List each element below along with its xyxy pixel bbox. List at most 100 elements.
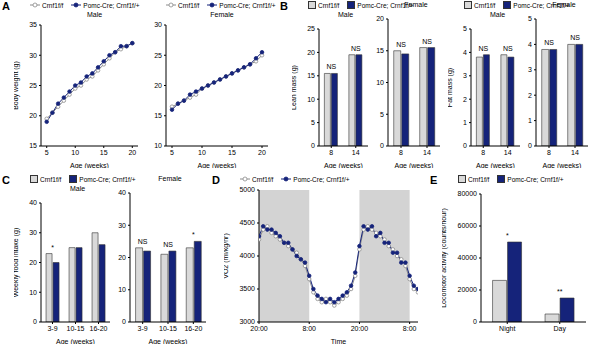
svg-text:80000: 80000 xyxy=(458,190,478,197)
svg-text:10: 10 xyxy=(154,142,162,149)
svg-text:14: 14 xyxy=(571,149,579,156)
svg-text:Time: Time xyxy=(331,338,346,344)
svg-text:8:00: 8:00 xyxy=(403,325,417,332)
svg-text:Night: Night xyxy=(499,325,515,333)
svg-text:NS: NS xyxy=(138,238,148,245)
svg-text:Age (weeks): Age (weeks) xyxy=(56,338,95,344)
svg-text:VO2 (ml/kg/hr): VO2 (ml/kg/hr) xyxy=(224,233,230,279)
svg-text:*: * xyxy=(51,244,54,251)
svg-text:*: * xyxy=(192,231,195,238)
svg-text:25: 25 xyxy=(29,82,37,89)
svg-text:NS: NS xyxy=(351,45,361,52)
svg-text:NS: NS xyxy=(544,39,554,46)
svg-text:0: 0 xyxy=(311,142,315,149)
svg-text:20: 20 xyxy=(307,49,315,56)
svg-text:15: 15 xyxy=(100,149,108,156)
svg-text:20:00: 20:00 xyxy=(351,325,369,332)
svg-text:15: 15 xyxy=(376,47,384,54)
svg-text:20: 20 xyxy=(118,254,126,261)
svg-text:NS: NS xyxy=(570,34,580,41)
svg-text:Lean mass (g): Lean mass (g) xyxy=(292,65,298,110)
svg-text:5: 5 xyxy=(463,25,467,32)
svg-text:*: * xyxy=(506,232,509,239)
svg-text:8:00: 8:00 xyxy=(302,325,316,332)
svg-text:15: 15 xyxy=(228,149,236,156)
svg-text:20: 20 xyxy=(258,149,266,156)
svg-text:5: 5 xyxy=(528,15,532,22)
svg-text:15: 15 xyxy=(29,142,37,149)
svg-text:Age (weeks): Age (weeks) xyxy=(395,162,434,168)
svg-text:8: 8 xyxy=(547,149,551,156)
svg-text:3-9: 3-9 xyxy=(47,325,57,332)
svg-text:Age (weeks): Age (weeks) xyxy=(70,162,109,168)
svg-text:0: 0 xyxy=(380,142,384,149)
svg-text:Age (weeks): Age (weeks) xyxy=(149,338,188,344)
svg-text:5: 5 xyxy=(45,149,49,156)
svg-text:NS: NS xyxy=(396,41,406,48)
svg-text:NS: NS xyxy=(422,38,432,45)
svg-text:NS: NS xyxy=(326,63,336,70)
svg-text:30: 30 xyxy=(29,229,37,236)
svg-text:20: 20 xyxy=(376,15,384,22)
svg-text:Day: Day xyxy=(554,325,567,333)
svg-text:25: 25 xyxy=(154,52,162,59)
svg-text:35: 35 xyxy=(29,21,37,28)
svg-text:20: 20 xyxy=(29,112,37,119)
svg-text:16-20: 16-20 xyxy=(90,325,108,332)
svg-text:2: 2 xyxy=(463,96,467,103)
svg-text:40: 40 xyxy=(118,189,126,196)
svg-text:10: 10 xyxy=(29,289,37,296)
svg-text:3: 3 xyxy=(528,66,532,73)
svg-text:14: 14 xyxy=(504,149,512,156)
svg-text:10-15: 10-15 xyxy=(159,325,177,332)
svg-text:15: 15 xyxy=(154,112,162,119)
svg-text:Fat mass (g): Fat mass (g) xyxy=(448,68,454,107)
svg-text:3-9: 3-9 xyxy=(138,325,148,332)
svg-text:4: 4 xyxy=(463,49,467,56)
svg-text:60000: 60000 xyxy=(458,222,478,229)
svg-text:8: 8 xyxy=(399,149,403,156)
svg-text:16-20: 16-20 xyxy=(184,325,202,332)
svg-text:10-15: 10-15 xyxy=(67,325,85,332)
svg-text:NS: NS xyxy=(163,241,173,248)
svg-text:40: 40 xyxy=(29,199,37,206)
svg-text:5: 5 xyxy=(170,149,174,156)
svg-text:30: 30 xyxy=(29,52,37,59)
svg-text:4000: 4000 xyxy=(239,252,255,259)
svg-text:3500: 3500 xyxy=(239,285,255,292)
svg-text:30: 30 xyxy=(154,21,162,28)
svg-text:3000: 3000 xyxy=(239,318,255,325)
svg-text:20: 20 xyxy=(154,82,162,89)
svg-text:Locomotor activity (counts/hou: Locomotor activity (counts/hour) xyxy=(442,208,448,308)
svg-text:20:00: 20:00 xyxy=(250,325,268,332)
svg-text:0: 0 xyxy=(473,318,477,325)
svg-text:**: ** xyxy=(557,288,563,295)
svg-text:4500: 4500 xyxy=(239,219,255,226)
svg-text:8: 8 xyxy=(481,149,485,156)
svg-text:10: 10 xyxy=(376,79,384,86)
svg-text:NS: NS xyxy=(478,45,488,52)
svg-text:10: 10 xyxy=(71,149,79,156)
svg-text:Age (weeks): Age (weeks) xyxy=(543,162,582,168)
svg-text:40000: 40000 xyxy=(458,254,478,261)
svg-text:10: 10 xyxy=(118,286,126,293)
svg-text:Weekly food intake (g): Weekly food intake (g) xyxy=(14,228,20,298)
svg-text:5: 5 xyxy=(380,111,384,118)
svg-text:14: 14 xyxy=(423,149,431,156)
svg-text:10: 10 xyxy=(198,149,206,156)
svg-text:25: 25 xyxy=(307,25,315,32)
svg-text:2: 2 xyxy=(528,92,532,99)
svg-text:Body weight (g): Body weight (g) xyxy=(14,61,20,110)
svg-text:15: 15 xyxy=(307,72,315,79)
svg-text:1: 1 xyxy=(528,117,532,124)
svg-text:20: 20 xyxy=(29,259,37,266)
svg-text:0: 0 xyxy=(463,142,467,149)
svg-text:5: 5 xyxy=(311,119,315,126)
svg-text:20: 20 xyxy=(128,149,136,156)
svg-text:NS: NS xyxy=(503,45,513,52)
svg-text:30: 30 xyxy=(118,222,126,229)
svg-text:1: 1 xyxy=(463,119,467,126)
svg-text:5000: 5000 xyxy=(239,186,255,193)
svg-text:Age (weeks): Age (weeks) xyxy=(198,162,237,168)
svg-text:0: 0 xyxy=(528,142,532,149)
